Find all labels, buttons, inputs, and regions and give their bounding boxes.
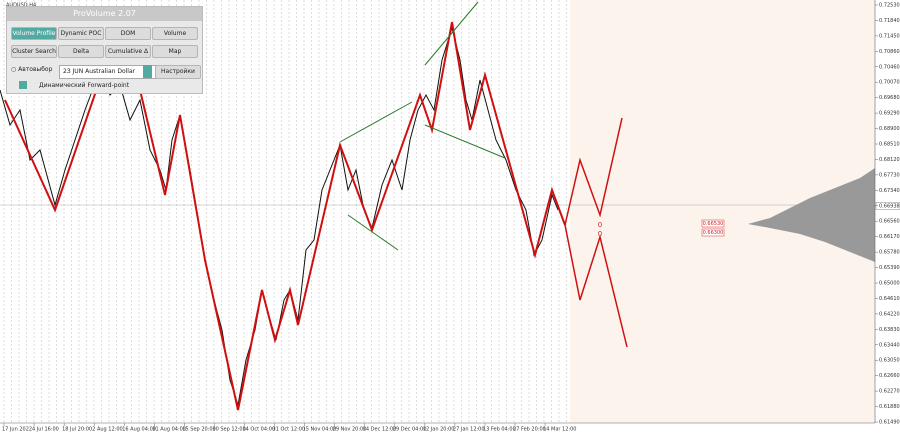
price-label: 0.61880	[879, 404, 900, 410]
price-label: 0.66938	[879, 203, 900, 209]
price-label: 0.64610	[879, 296, 900, 302]
price-label: 0.70070	[879, 80, 900, 86]
price-label: 0.69290	[879, 111, 900, 117]
panel-title: ProVolume 2.07	[7, 7, 202, 21]
price-label: 0.68510	[879, 142, 900, 148]
price-label: 0.62660	[879, 373, 900, 379]
panel-button[interactable]: Cluster Search	[11, 45, 57, 58]
price-label: 0.65000	[879, 281, 900, 287]
time-label: 27 Feb 20:00	[513, 427, 546, 433]
price-label: 0.70460	[879, 64, 900, 70]
time-label: 2 Aug 12:00	[92, 427, 123, 433]
auto-select[interactable]: ○ Автовыбор	[11, 66, 53, 73]
price-label: 0.72530	[879, 3, 900, 9]
trend-lines	[339, 1, 506, 251]
time-label: 13 Feb 04:00	[483, 427, 516, 433]
price-label: 0.67340	[879, 188, 900, 194]
time-label: 12 Jan 20:00	[423, 427, 455, 433]
price-label: 0.67730	[879, 172, 900, 178]
price-label: 0.65390	[879, 265, 900, 271]
provolume-panel: ProVolume 2.07 Volume Profile Dynamic POC…	[6, 6, 203, 94]
time-label: 31 Aug 04:00	[152, 427, 186, 433]
projection-label: 0	[598, 221, 602, 229]
level-box	[701, 219, 725, 228]
grid	[3, 0, 567, 423]
time-axis: 17 Jun 2022 4 Jul 16:00 18 Jul 20:00 2 Aug …	[2, 423, 576, 433]
panel-button[interactable]: DOM	[105, 27, 151, 40]
forward-point-label: Динамический Forward-point	[39, 82, 130, 89]
time-label: 15 Nov 04:00	[303, 427, 337, 433]
price-label: 0.69680	[879, 95, 900, 101]
projection-label: 0	[598, 230, 602, 238]
price-label: 0.63830	[879, 327, 900, 333]
time-label: 15 Sep 20:00	[182, 427, 215, 433]
level-label: 0.66300	[703, 230, 724, 236]
checkbox[interactable]	[19, 81, 27, 89]
price-label: 0.66170	[879, 234, 900, 240]
panel-button[interactable]: Volume	[152, 27, 198, 40]
time-label: 27 Jan 12:00	[453, 427, 485, 433]
time-label: 18 Jul 20:00	[62, 427, 92, 433]
panel-button[interactable]: Cumulative Δ	[105, 45, 151, 58]
price-label: 0.61490	[879, 420, 900, 426]
time-label: 14 Mar 12:00	[543, 427, 576, 433]
time-label: 17 Jun 2022	[2, 427, 32, 433]
time-label: 29 Dec 04:00	[393, 427, 427, 433]
settings-button[interactable]: Настройки	[155, 65, 201, 79]
price-label: 0.71840	[879, 18, 900, 24]
panel-button[interactable]: Volume Profile	[11, 27, 57, 40]
instrument-select[interactable]: 23 JUN Australian Dollar	[59, 65, 156, 79]
price-label: 0.62270	[879, 389, 900, 395]
level-box	[701, 228, 725, 237]
price-label: 0.64220	[879, 311, 900, 317]
time-label: 29 Nov 20:00	[333, 427, 367, 433]
price-label: 0.68120	[879, 157, 900, 163]
time-label: 14 Oct 04:00	[242, 427, 275, 433]
level-label: 0.66530	[703, 221, 724, 227]
time-label: 16 Aug 04:00	[122, 427, 156, 433]
price-label: 0.63050	[879, 358, 900, 364]
volume-profile	[748, 168, 875, 262]
price-label: 0.71450	[879, 33, 900, 39]
panel-button[interactable]: Map	[152, 45, 198, 58]
time-label: 4 Jul 16:00	[32, 427, 59, 433]
panel-button[interactable]: Dynamic POC	[58, 27, 104, 40]
time-label: 31 Oct 12:00	[273, 427, 306, 433]
price-axis: 0.72530 0.71840 0.71450 0.70860 0.70460 0.700…	[875, 3, 900, 426]
panel-button[interactable]: Delta	[58, 45, 104, 58]
dropdown-arrow[interactable]	[143, 65, 152, 78]
time-label: 14 Dec 12:00	[363, 427, 397, 433]
price-label: 0.66560	[879, 219, 900, 225]
price-label: 0.65780	[879, 250, 900, 256]
price-label: 0.68900	[879, 126, 900, 132]
price-label: 0.70860	[879, 49, 900, 55]
price-label: 0.63440	[879, 342, 900, 348]
time-label: 30 Sep 12:00	[212, 427, 245, 433]
symbol: AUDUSD,H4	[6, 3, 36, 9]
auto-select-label: Автовыбор	[18, 66, 53, 73]
